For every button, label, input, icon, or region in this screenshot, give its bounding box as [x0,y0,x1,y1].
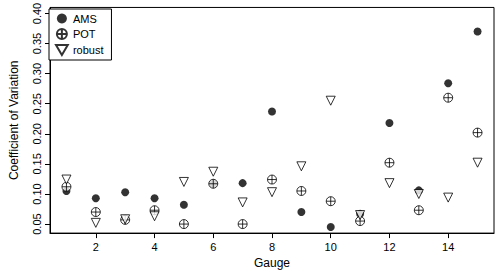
svg-text:0.05: 0.05 [31,213,43,234]
svg-text:0.40: 0.40 [31,3,43,24]
svg-text:POT: POT [73,28,96,40]
svg-text:0.35: 0.35 [31,33,43,54]
svg-text:12: 12 [383,241,395,253]
svg-text:2: 2 [93,241,99,253]
svg-text:Coefficient of Variation: Coefficient of Variation [7,60,21,180]
svg-text:0.30: 0.30 [31,63,43,84]
svg-text:10: 10 [325,241,337,253]
svg-text:AMS: AMS [73,13,97,25]
svg-text:8: 8 [269,241,275,253]
svg-text:Gauge: Gauge [254,256,290,270]
svg-text:0.15: 0.15 [31,153,43,174]
svg-text:6: 6 [210,241,216,253]
svg-text:14: 14 [442,241,454,253]
svg-text:0.20: 0.20 [31,123,43,144]
svg-text:robust: robust [73,44,104,56]
svg-text:4: 4 [151,241,157,253]
svg-text:0.10: 0.10 [31,183,43,204]
svg-text:0.25: 0.25 [31,93,43,114]
